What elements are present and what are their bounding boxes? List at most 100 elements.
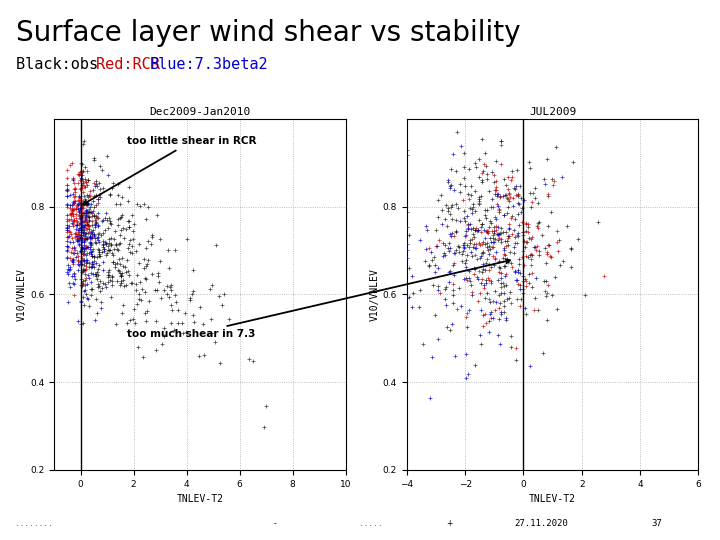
Point	[117, 224, 129, 232]
Point	[510, 276, 522, 285]
Point	[117, 309, 128, 318]
Point	[407, 272, 418, 281]
Point	[469, 186, 481, 195]
Point	[552, 238, 563, 246]
Point	[94, 191, 105, 199]
Point	[87, 259, 99, 268]
Point	[91, 181, 103, 190]
Point	[73, 212, 85, 220]
Point	[572, 234, 584, 243]
Point	[536, 231, 548, 239]
Point	[81, 261, 92, 270]
Point	[480, 161, 492, 170]
Point	[61, 185, 73, 193]
Point	[498, 302, 510, 310]
Point	[492, 263, 504, 272]
Point	[68, 210, 79, 218]
Point	[433, 235, 444, 244]
Point	[115, 272, 127, 281]
Point	[499, 262, 510, 271]
Point	[517, 289, 528, 298]
Point	[458, 274, 469, 283]
Point	[462, 369, 474, 378]
Point	[86, 230, 98, 238]
Point	[508, 226, 519, 234]
Point	[498, 246, 510, 254]
Point	[80, 224, 91, 232]
Point	[505, 288, 516, 296]
Point	[70, 252, 81, 261]
Point	[514, 269, 526, 278]
Point	[140, 244, 152, 252]
Point	[91, 201, 102, 210]
Point	[530, 245, 541, 254]
Point	[481, 174, 492, 183]
Point	[150, 316, 161, 325]
Point	[86, 252, 97, 260]
Point	[469, 244, 480, 252]
Point	[542, 190, 554, 199]
Point	[155, 293, 166, 302]
Point	[503, 224, 515, 233]
Point	[76, 201, 88, 210]
Point	[431, 242, 443, 251]
Point	[432, 264, 444, 273]
Point	[82, 295, 94, 303]
Point	[76, 184, 87, 193]
Y-axis label: V10/VNLEV: V10/VNLEV	[370, 268, 380, 321]
Point	[509, 185, 521, 194]
Point	[109, 320, 121, 329]
Point	[515, 281, 526, 289]
Point	[495, 228, 506, 237]
Point	[456, 256, 468, 265]
Point	[469, 226, 480, 235]
Point	[461, 276, 472, 285]
Text: Surface layer wind shear vs stability: Surface layer wind shear vs stability	[16, 19, 521, 47]
Point	[493, 304, 505, 313]
Point	[61, 223, 73, 232]
Point	[81, 279, 93, 288]
Point	[102, 271, 114, 279]
Point	[541, 154, 553, 163]
Point	[84, 234, 96, 242]
Point	[71, 232, 83, 241]
Point	[518, 228, 529, 237]
Point	[81, 167, 93, 176]
Point	[498, 262, 510, 271]
Point	[496, 283, 508, 292]
Point	[75, 258, 86, 267]
Point	[128, 220, 140, 228]
Point	[479, 148, 490, 157]
Point	[459, 181, 471, 190]
Point	[83, 192, 94, 201]
Point	[132, 299, 143, 308]
Point	[76, 200, 87, 208]
Point	[102, 224, 113, 233]
Point	[87, 207, 99, 215]
Point	[154, 235, 166, 244]
Point	[67, 197, 78, 206]
Point	[492, 201, 503, 210]
Point	[122, 244, 134, 252]
Point	[475, 306, 487, 315]
Point	[110, 240, 122, 249]
Point	[72, 201, 84, 210]
Point	[503, 294, 515, 303]
Point	[517, 272, 528, 280]
Point	[76, 221, 87, 230]
Point	[84, 259, 95, 267]
Point	[492, 200, 503, 208]
Point	[485, 234, 496, 243]
Point	[406, 303, 418, 312]
Point	[107, 249, 118, 258]
Point	[168, 326, 180, 334]
Point	[484, 186, 495, 195]
Point	[77, 256, 89, 265]
Point	[490, 305, 501, 314]
Point	[505, 176, 516, 184]
Point	[86, 252, 97, 260]
Point	[96, 298, 107, 306]
Point	[101, 283, 112, 292]
Point	[127, 315, 138, 323]
Point	[513, 199, 524, 207]
